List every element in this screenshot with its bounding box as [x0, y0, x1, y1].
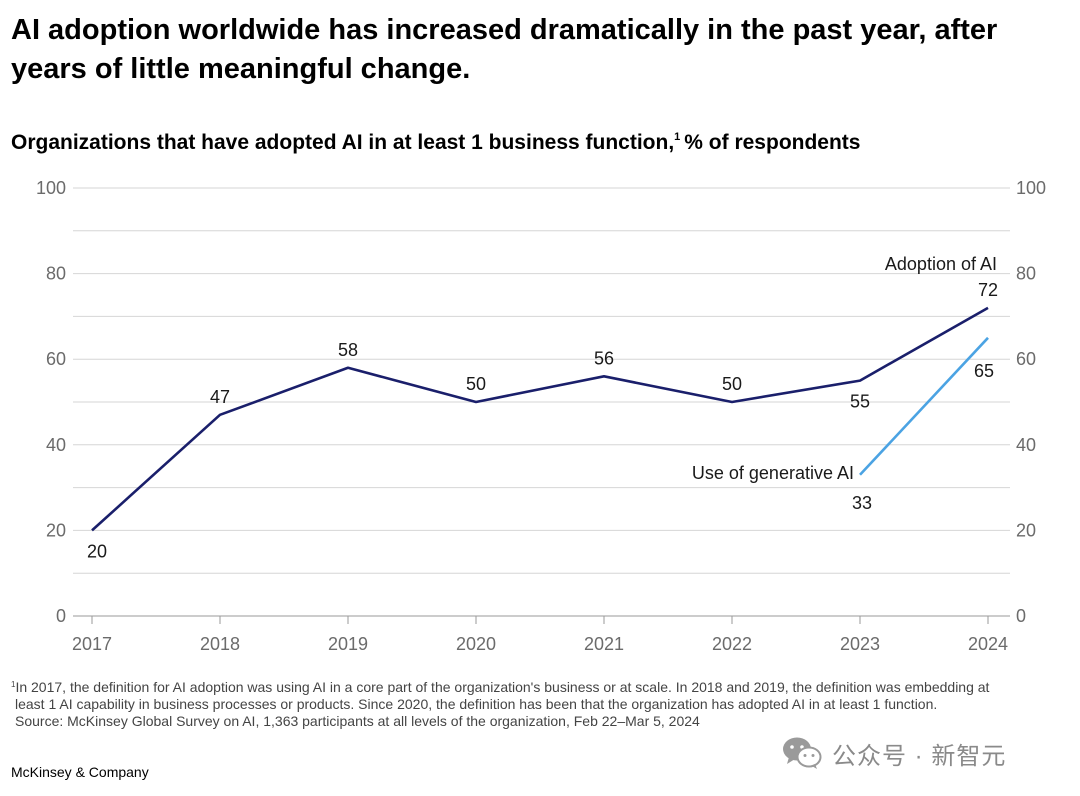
x-tick-label: 2017: [72, 634, 112, 654]
series-label-adoption-of-ai: Adoption of AI: [885, 254, 997, 274]
x-tick-label: 2018: [200, 634, 240, 654]
data-label: 58: [338, 340, 358, 360]
y-tick-label-left: 20: [46, 520, 66, 540]
data-label: 65: [974, 361, 994, 381]
chart-subtitle: Organizations that have adopted AI in at…: [11, 123, 1071, 157]
headline-line-1: AI adoption worldwide has increased dram…: [11, 14, 998, 46]
y-tick-label-right: 40: [1016, 435, 1036, 455]
headline: AI adoption worldwide has increased dram…: [11, 11, 1061, 89]
y-tick-label-right: 20: [1016, 520, 1036, 540]
headline-line-2: years of little meaningful change.: [11, 53, 471, 85]
x-tick-label: 2021: [584, 634, 624, 654]
data-label: 72: [978, 280, 998, 300]
y-tick-label-left: 40: [46, 435, 66, 455]
x-tick-label: 2020: [456, 634, 496, 654]
y-tick-label-right: 60: [1016, 349, 1036, 369]
footnote-line-2: least 1 AI capability in business proces…: [15, 696, 938, 712]
watermark: 公众号 · 新智元: [782, 733, 1006, 773]
subtitle-bold: Organizations that have adopted AI in at…: [11, 131, 675, 154]
wechat-icon: [783, 737, 822, 769]
y-tick-label-left: 0: [56, 606, 66, 626]
watermark-text: 公众号 · 新智元: [832, 742, 1007, 770]
x-tick-label: 2023: [840, 634, 880, 654]
x-tick-label: 2024: [968, 634, 1008, 654]
series-line-generative-ai: [859, 336, 989, 476]
data-label: 50: [722, 374, 742, 394]
x-tick-label: 2019: [328, 634, 368, 654]
data-label: 33: [852, 493, 872, 513]
y-tick-label-right: 80: [1016, 264, 1036, 284]
y-tick-label-left: 60: [46, 349, 66, 369]
source-note: Source: McKinsey Global Survey on AI, 1,…: [15, 713, 700, 729]
y-tick-label-left: 100: [36, 178, 66, 198]
data-label: 55: [850, 392, 870, 412]
footnote-marker: 1: [11, 680, 16, 689]
series-line-adoption-of-ai: [91, 306, 989, 532]
y-tick-label-left: 80: [46, 264, 66, 284]
subtitle-footnote-marker: 1: [674, 131, 681, 143]
series-label-generative-ai: Use of generative AI: [692, 463, 854, 483]
data-label: 47: [210, 387, 230, 407]
y-tick-label-right: 0: [1016, 606, 1026, 626]
subtitle-unit: % of respondents: [684, 131, 861, 154]
y-tick-label-right: 100: [1016, 178, 1046, 198]
data-label: 50: [466, 374, 486, 394]
brand-logo-text: McKinsey & Company: [11, 764, 149, 780]
data-label: 20: [87, 541, 107, 561]
footnote: 1In 2017, the definition for AI adoption…: [11, 676, 1061, 730]
x-tick-label: 2022: [712, 634, 752, 654]
data-label: 56: [594, 348, 614, 368]
footnote-line-1: In 2017, the definition for AI adoption …: [15, 679, 990, 695]
